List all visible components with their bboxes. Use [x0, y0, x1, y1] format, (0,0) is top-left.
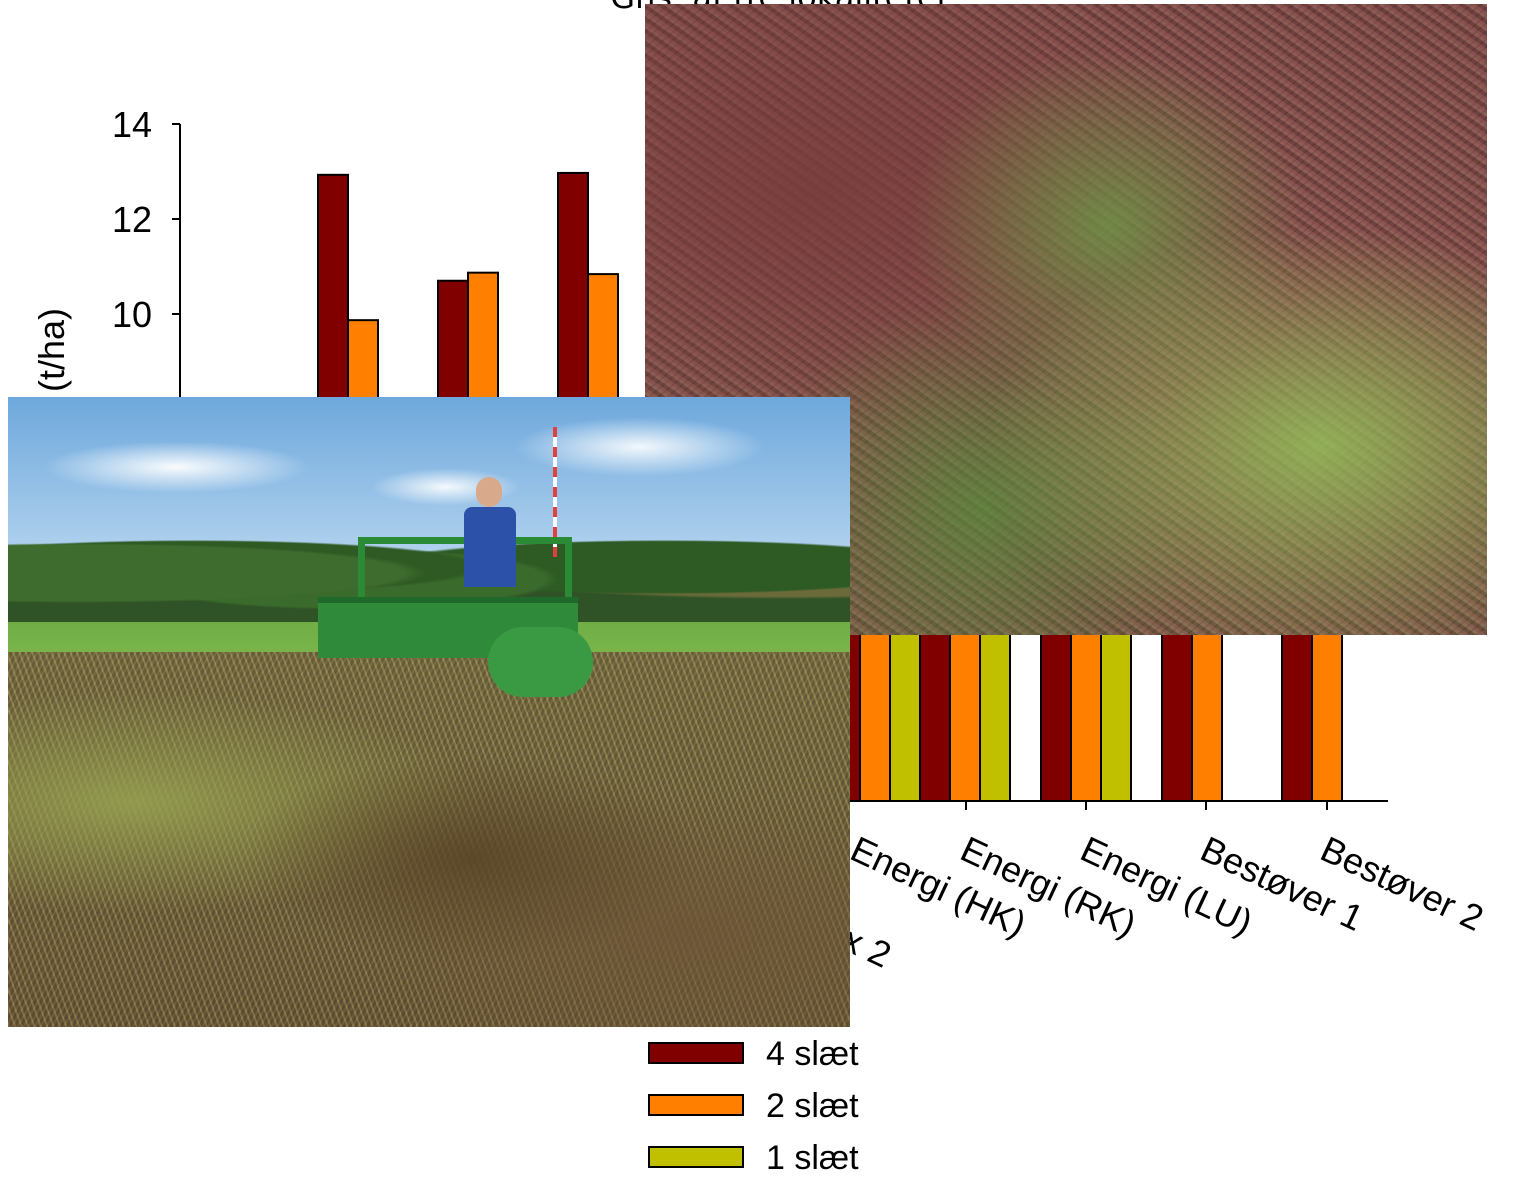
legend-label-1: 2 slæt	[766, 1087, 859, 1125]
bar-2-slæt-2	[587, 273, 619, 421]
bar-lower-1-slæt-0	[889, 629, 921, 802]
bar-lower-4-slæt-2	[1040, 629, 1072, 802]
tractor-photo	[8, 397, 850, 1027]
legend-label-2: 1 slæt	[766, 1139, 859, 1177]
bar-4-slæt-0	[317, 173, 349, 421]
legend: 4 slæt 2 slæt 1 slæt	[648, 1035, 859, 1177]
machine-roller	[488, 627, 593, 697]
bar-lower-4-slæt-3	[1161, 629, 1193, 802]
legend-swatch-1	[648, 1094, 744, 1116]
legend-swatch-2	[648, 1146, 744, 1168]
cut-crop	[8, 652, 850, 1027]
y-axis-ticks: 10 12 14	[112, 104, 180, 335]
y-tick-label-1: 12	[112, 199, 152, 240]
marker-pole	[553, 427, 557, 557]
bar-lower-4-slæt-1	[919, 629, 951, 802]
bar-lower-1-slæt-1	[979, 629, 1011, 802]
legend-label-0: 4 slæt	[766, 1035, 859, 1073]
bars-lower	[829, 629, 1343, 802]
legend-swatch-0	[648, 1042, 744, 1064]
y-tick-label-0: 10	[112, 294, 152, 335]
bar-lower-2-slæt-4	[1311, 629, 1343, 802]
bar-lower-2-slæt-1	[949, 629, 981, 802]
bars-upper	[317, 171, 619, 421]
bar-lower-2-slæt-0	[859, 629, 891, 802]
bar-lower-2-slæt-3	[1191, 629, 1223, 802]
driver-figure	[458, 477, 518, 597]
driver-torso	[464, 507, 516, 587]
bar-lower-2-slæt-2	[1070, 629, 1102, 802]
x-axis-ticks	[965, 801, 1328, 810]
harvester-machine	[318, 427, 593, 697]
bar-lower-4-slæt-4	[1281, 629, 1313, 802]
bar-2-slæt-1	[467, 271, 499, 421]
bar-4-slæt-2	[557, 171, 589, 421]
bar-lower-1-slæt-2	[1100, 629, 1132, 802]
driver-head	[476, 477, 502, 507]
y-axis-label: (t/ha)	[31, 308, 72, 392]
y-tick-label-2: 14	[112, 104, 152, 145]
